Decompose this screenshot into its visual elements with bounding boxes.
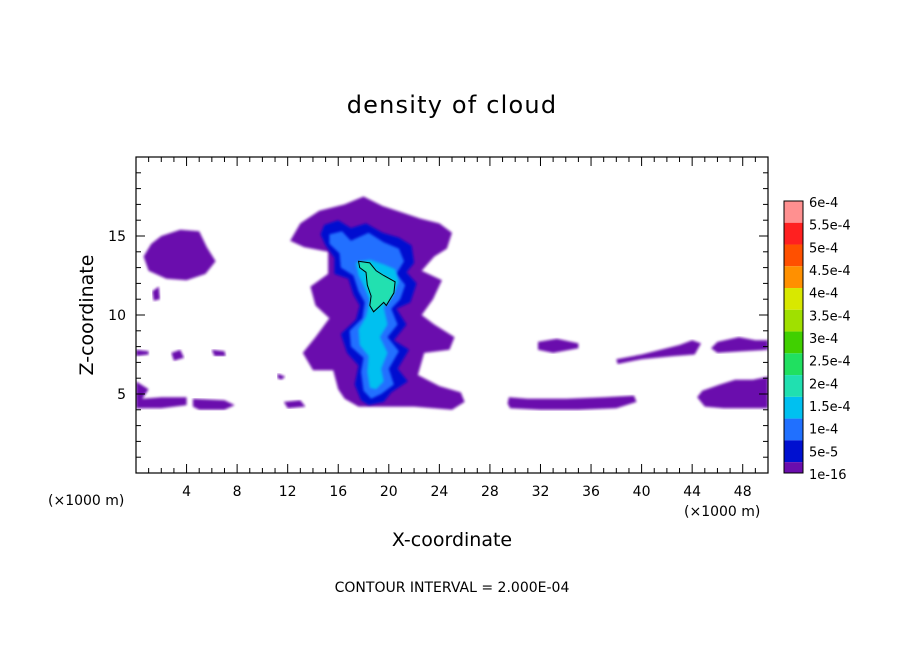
colorbar-label: 1.5e-4 xyxy=(809,400,851,415)
y-tick-label: 15 xyxy=(108,229,126,245)
x-tick-label: 24 xyxy=(430,484,448,500)
y-axis-ticks: 5 10 15 xyxy=(108,172,768,458)
contour-line xyxy=(357,260,396,313)
density-region-14 xyxy=(277,373,286,380)
density-region-9 xyxy=(697,376,768,409)
colorbar-swatch xyxy=(784,331,803,354)
density-region-18 xyxy=(358,261,396,312)
x-tick-label: 32 xyxy=(532,484,550,500)
colorbar-label: 2e-4 xyxy=(809,377,838,392)
x-tick-label: 44 xyxy=(683,484,701,500)
x-unit-right: (×1000 m) xyxy=(684,504,760,520)
x-unit-left: (×1000 m) xyxy=(48,493,124,509)
colorbar-label: 2.5e-4 xyxy=(809,355,851,370)
colorbar-label: 6e-4 xyxy=(809,196,838,211)
colorbar-swatch xyxy=(784,440,803,463)
colorbar-label: 5.5e-4 xyxy=(809,219,851,234)
colorbar-swatch xyxy=(784,244,803,267)
x-tick-label: 12 xyxy=(279,484,297,500)
colorbar-swatch xyxy=(784,462,803,473)
colorbar-frame xyxy=(783,200,804,474)
colorbar-label: 5e-5 xyxy=(809,445,838,460)
density-region-0 xyxy=(143,229,216,281)
colorbar-swatch xyxy=(784,288,803,310)
density-region-7 xyxy=(616,340,701,364)
x-tick-label: 8 xyxy=(233,484,242,500)
contour-interval-note: CONTOUR INTERVAL = 2.000E-04 xyxy=(335,580,570,596)
x-tick-label: 28 xyxy=(481,484,499,500)
colorbar-swatch xyxy=(784,353,803,376)
colorbar-swatch xyxy=(784,396,803,419)
density-region-3 xyxy=(192,398,235,410)
colorbar-swatch xyxy=(784,222,803,245)
chart-title: density of cloud xyxy=(347,91,558,119)
density-region-10 xyxy=(171,349,184,361)
colorbar-label: 3e-4 xyxy=(809,332,838,347)
x-axis-label: X-coordinate xyxy=(392,529,512,551)
colorbar-swatch xyxy=(784,309,803,332)
y-axis-label: Z-coordinate xyxy=(76,255,98,376)
density-region-4 xyxy=(283,400,306,409)
x-tick-label: 16 xyxy=(329,484,347,500)
colorbar-swatch xyxy=(784,266,803,289)
density-region-8 xyxy=(711,337,768,353)
density-region-2 xyxy=(136,381,187,409)
contour-lines xyxy=(357,260,396,313)
colorbar-label: 1e-4 xyxy=(809,423,838,438)
colorbar-label: 4.5e-4 xyxy=(809,264,851,279)
x-tick-label: 20 xyxy=(380,484,398,500)
x-tick-label: 36 xyxy=(582,484,600,500)
colorbar-swatch xyxy=(784,201,803,223)
colorbar-label: 1e-16 xyxy=(809,468,847,483)
plot-frame xyxy=(135,156,769,474)
colorbar-label: 5e-4 xyxy=(809,241,838,256)
colorbar-swatch xyxy=(784,418,803,441)
density-region-5 xyxy=(507,395,637,410)
density-regions xyxy=(136,196,768,410)
density-region-12 xyxy=(211,349,226,357)
density-region-11 xyxy=(152,286,160,301)
x-tick-label: 40 xyxy=(633,484,651,500)
colorbar: 6e-4 5.5e-4 5e-4 4.5e-4 4e-4 3.5e-4 3e-4 2.5e-4… xyxy=(783,196,851,483)
x-tick-label: 4 xyxy=(182,484,191,500)
x-tick-label: 48 xyxy=(734,484,752,500)
y-tick-label: 10 xyxy=(108,308,126,324)
density-region-13 xyxy=(136,349,149,357)
x-axis-ticks: 4 8 12 16 20 24 28 32 36 40 44 48 xyxy=(148,157,756,500)
y-tick-label: 5 xyxy=(117,387,126,403)
density-region-6 xyxy=(538,338,579,353)
colorbar-label: 4e-4 xyxy=(809,287,838,302)
colorbar-label: 3.5e-4 xyxy=(809,309,851,324)
colorbar-swatch xyxy=(784,375,803,397)
